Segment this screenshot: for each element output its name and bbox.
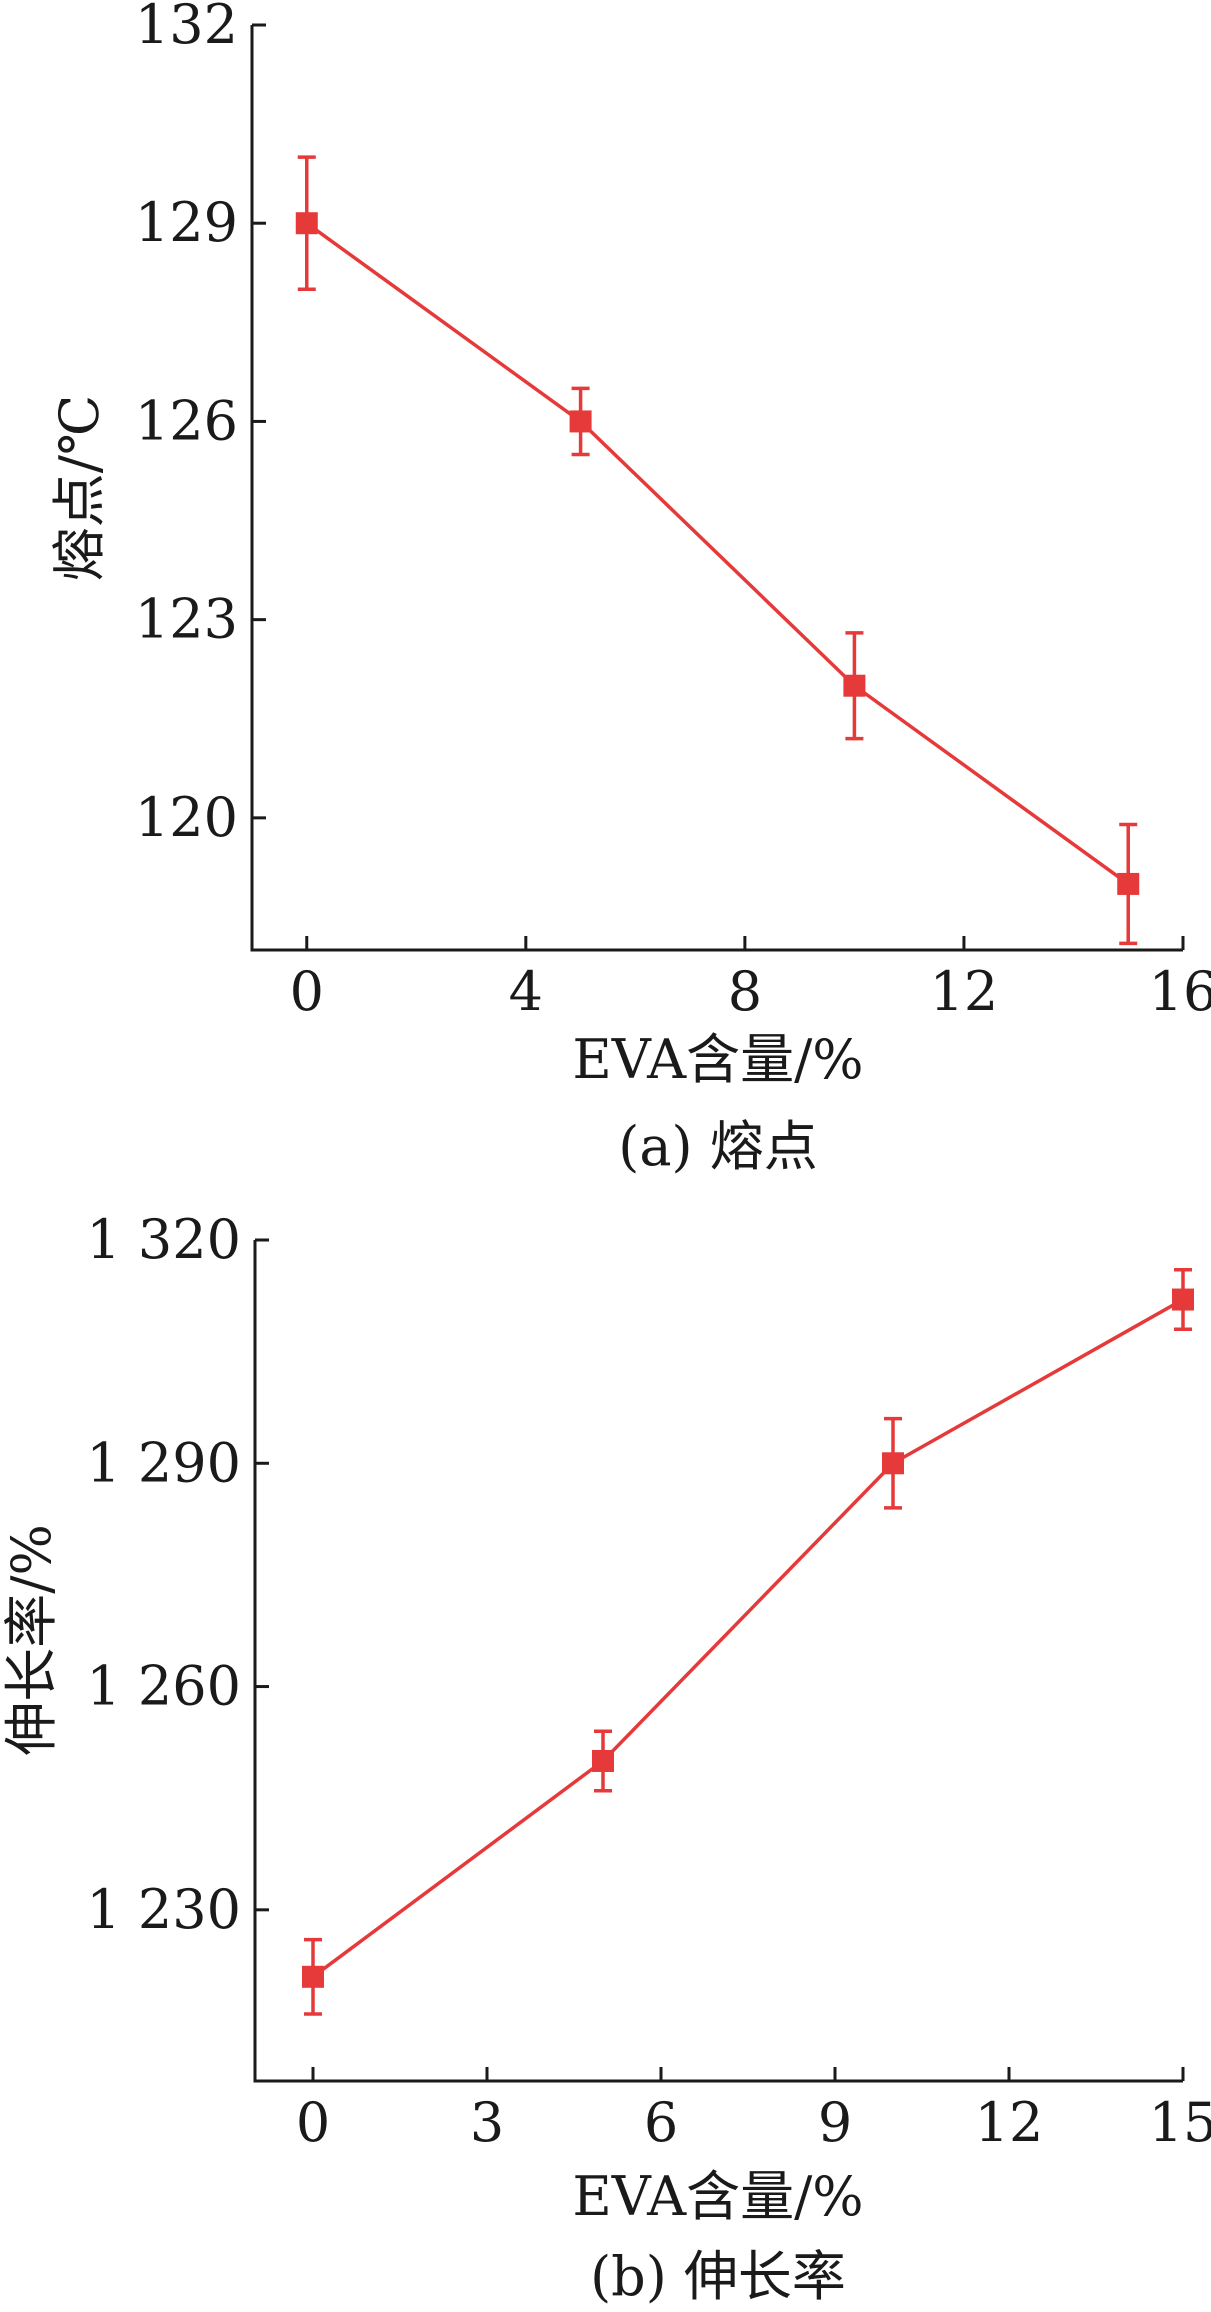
error-bars [297,155,1138,946]
x-tick-label: 8 [728,960,762,1023]
y-axis-label: 伸长率/% [0,1524,63,1756]
y-tick-label: 126 [135,389,238,452]
y-tick-label: 120 [135,786,238,849]
y-tick-label: 1 290 [86,1431,241,1494]
y-tick-label: 123 [135,588,238,651]
x-tick-label: 6 [644,2091,678,2154]
y-tick-label: 1 320 [86,1208,241,1271]
x-axis-ticks: 0 3 6 9 12 15 [296,2067,1211,2154]
y-axis-ticks: 1 230 1 260 1 290 1 320 [86,1208,269,1941]
error-bars [304,1268,1192,2016]
y-tick-label: 129 [135,191,238,254]
x-tick-label: 9 [818,2091,852,2154]
x-tick-label: 15 [1149,2091,1211,2154]
axes-frame [253,1240,1183,2083]
x-axis-label: EVA含量/% [572,1028,863,1091]
data-point [882,1452,904,1475]
x-axis-ticks: 0 4 8 12 16 [290,936,1211,1023]
chart-panel-melting-point: 120 123 126 129 132 0 4 8 12 16 熔点/℃ EVA含量/% (a)… [48,0,1211,1178]
y-axis-ticks: 120 123 126 129 132 [135,0,266,849]
chart-panel-elongation: 1 230 1 260 1 290 1 320 0 3 6 9 12 15 伸长率/% EVA含… [0,1208,1211,2308]
x-tick-label: 12 [930,960,999,1023]
data-markers [302,1288,1194,1988]
y-tick-label: 1 230 [86,1878,241,1941]
data-point [1117,872,1140,895]
data-point [569,410,592,433]
data-point [592,1749,614,1772]
x-tick-label: 0 [296,2091,330,2154]
y-axis-label: 熔点/℃ [48,395,111,582]
data-point [1172,1288,1194,1311]
series-line [305,221,1130,886]
data-point [302,1965,324,1988]
data-markers [295,212,1140,895]
data-point [295,212,318,235]
x-tick-label: 4 [509,960,543,1023]
x-axis-label: EVA含量/% [572,2165,863,2228]
panel-caption: (a) 熔点 [618,1115,818,1178]
series-line [311,1298,1184,1979]
y-tick-label: 1 260 [86,1655,241,1718]
x-tick-label: 0 [290,960,324,1023]
data-point [843,674,866,697]
x-tick-label: 16 [1149,960,1211,1023]
x-tick-label: 3 [470,2091,504,2154]
panel-caption: (b) 伸长率 [590,2245,846,2308]
y-tick-label: 132 [135,0,238,56]
axes-frame [250,25,1183,952]
x-tick-label: 12 [975,2091,1044,2154]
